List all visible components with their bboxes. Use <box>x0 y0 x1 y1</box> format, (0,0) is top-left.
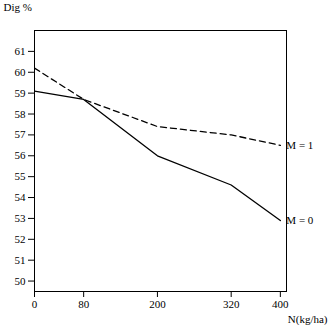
svg-text:M = 0: M = 0 <box>286 214 313 226</box>
svg-text:58: 58 <box>15 108 27 120</box>
svg-text:59: 59 <box>15 87 27 99</box>
svg-text:N(kg/ha): N(kg/ha) <box>288 313 328 326</box>
svg-text:51: 51 <box>15 254 26 266</box>
svg-text:200: 200 <box>149 298 166 310</box>
svg-text:320: 320 <box>223 298 240 310</box>
svg-text:56: 56 <box>15 149 27 161</box>
svg-text:54: 54 <box>15 191 27 203</box>
svg-text:50: 50 <box>15 275 27 287</box>
svg-text:53: 53 <box>15 212 27 224</box>
svg-text:52: 52 <box>15 233 26 245</box>
svg-text:55: 55 <box>15 170 27 182</box>
svg-text:0: 0 <box>32 298 38 310</box>
svg-text:80: 80 <box>78 298 90 310</box>
svg-text:400: 400 <box>272 298 289 310</box>
svg-text:Dig %: Dig % <box>4 1 32 13</box>
svg-text:60: 60 <box>15 66 27 78</box>
svg-text:M = 1: M = 1 <box>286 139 313 151</box>
svg-text:57: 57 <box>15 128 27 140</box>
svg-text:61: 61 <box>15 45 26 57</box>
